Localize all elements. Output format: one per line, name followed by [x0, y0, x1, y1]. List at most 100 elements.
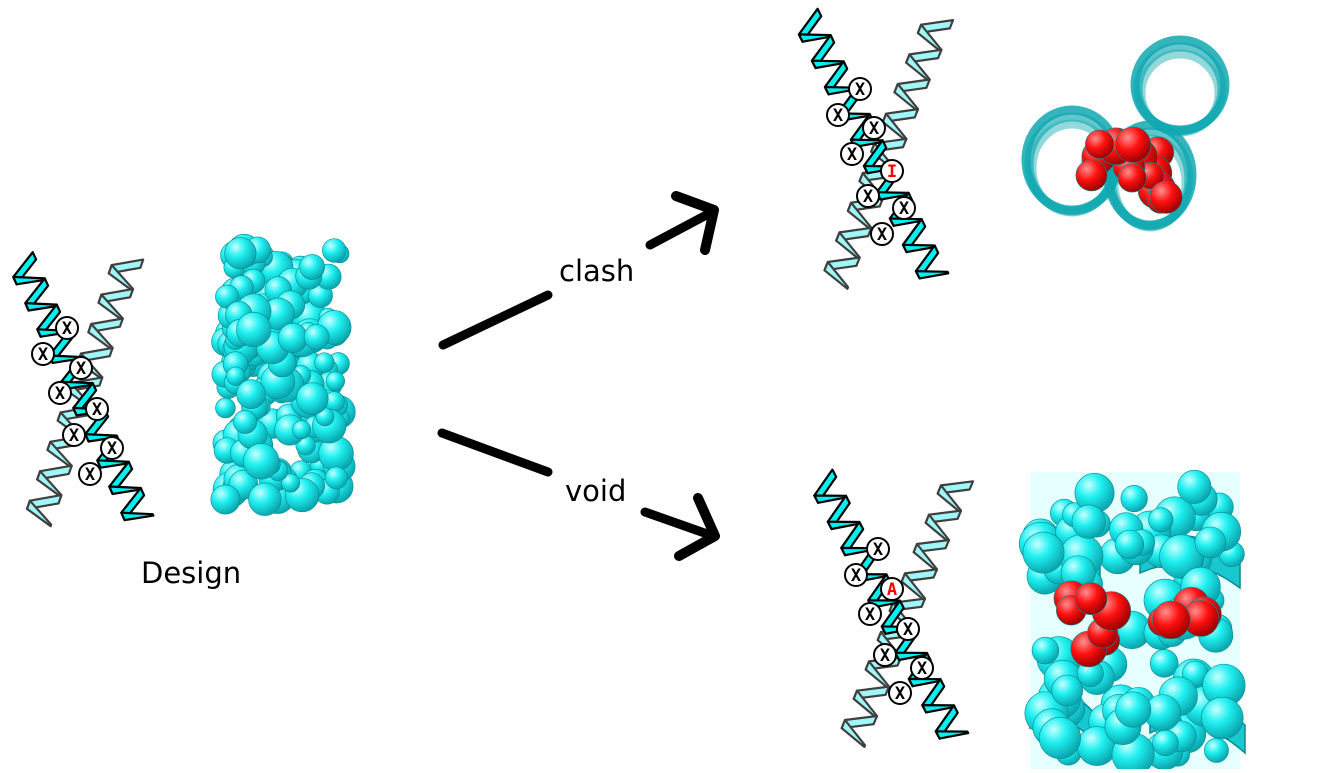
design-atom-sphere — [292, 420, 311, 440]
clash-position-marker: X — [870, 222, 894, 246]
design-position-marker: X — [69, 356, 93, 380]
clash-position-marker: X — [826, 103, 850, 127]
sphere-layer — [210, 35, 1246, 773]
clash-position-marker: X — [892, 196, 916, 220]
svg-text:A: A — [887, 580, 897, 600]
clash-position-marker: X — [840, 142, 864, 166]
design-atom-sphere — [236, 311, 272, 348]
void-atom-sphere — [1152, 729, 1179, 757]
design-atom-sphere — [325, 371, 345, 391]
svg-text:X: X — [107, 439, 118, 459]
void-atom-sphere — [1149, 649, 1179, 678]
helix-ribbon-segment — [120, 511, 155, 522]
clash-red-atom — [1117, 163, 1147, 193]
design-atom-sphere — [215, 397, 236, 419]
design-atom-sphere — [299, 254, 325, 280]
clash-red-atom — [1149, 180, 1183, 214]
svg-text:X: X — [62, 319, 73, 339]
void-atom-sphere — [1201, 696, 1244, 740]
void-atom-sphere — [1051, 674, 1084, 707]
clash-mutation-marker: I — [880, 159, 904, 183]
void-position-marker: X — [858, 602, 882, 626]
design-atom-sphere — [322, 238, 347, 263]
void-atom-sphere — [1115, 691, 1152, 728]
design-atom-sphere — [226, 366, 246, 386]
svg-text:X: X — [865, 605, 876, 625]
svg-text:X: X — [895, 684, 906, 704]
design-atom-sphere — [233, 409, 258, 434]
svg-text:X: X — [863, 187, 874, 207]
void-atom-sphere — [1114, 529, 1145, 559]
void-position-marker: X — [844, 563, 868, 587]
void-arrow-shaft-lower — [640, 507, 718, 541]
design-atom-sphere — [243, 443, 280, 480]
design-position-marker: X — [48, 381, 72, 405]
design-position-marker: X — [85, 397, 109, 421]
void-arrow-shaft-upper — [437, 428, 553, 477]
void-atom-sphere — [1194, 526, 1227, 559]
void-mutation-marker: A — [880, 577, 904, 601]
svg-text:X: X — [855, 80, 866, 100]
design-label: Design — [141, 556, 242, 590]
design-atom-sphere — [303, 324, 330, 350]
svg-text:X: X — [55, 384, 66, 404]
void-atom-sphere — [1204, 738, 1229, 763]
void-atom-sphere — [1031, 636, 1060, 665]
design-atom-sphere — [210, 484, 241, 515]
void-atom-sphere — [1071, 504, 1106, 539]
void-atom-sphere — [1022, 531, 1065, 574]
helix-ribbon-segment — [934, 730, 970, 740]
helix-ribbon-segment — [823, 260, 850, 290]
design-position-marker: X — [78, 462, 102, 486]
void-position-marker: X — [888, 681, 912, 705]
void-position-marker: X — [896, 617, 920, 641]
svg-text:X: X — [899, 199, 910, 219]
clash-position-marker: X — [848, 77, 872, 101]
design-atom-sphere — [314, 352, 335, 373]
clash-position-marker: X — [862, 116, 886, 140]
svg-text:X: X — [76, 359, 87, 379]
svg-text:X: X — [880, 646, 891, 666]
void-atom-sphere — [1148, 507, 1174, 533]
clash-red-atom — [1075, 159, 1108, 192]
clash-arrow-shaft-lower — [438, 290, 553, 350]
helix-ribbon-segment — [840, 718, 867, 748]
design-atom-sphere — [277, 323, 308, 353]
design-position-marker: X — [100, 436, 124, 460]
design-position-marker: X — [31, 342, 55, 366]
clash-label: clash — [559, 254, 635, 288]
void-red-atom — [1074, 582, 1108, 615]
void-position-marker: X — [910, 656, 934, 680]
void-arrow-head — [674, 493, 720, 561]
svg-text:X: X — [877, 225, 888, 245]
svg-text:X: X — [69, 426, 80, 446]
svg-text:X: X — [851, 566, 862, 586]
void-label: void — [565, 474, 627, 508]
svg-text:X: X — [903, 620, 914, 640]
clash-arrow-head — [671, 191, 719, 255]
design-atom-sphere — [295, 382, 329, 415]
svg-text:I: I — [887, 162, 897, 182]
svg-text:X: X — [873, 540, 884, 560]
void-red-atom — [1152, 600, 1191, 640]
void-atom-sphere — [1120, 485, 1148, 513]
design-position-marker: X — [62, 423, 86, 447]
clash-red-atom — [1085, 129, 1115, 159]
void-atom-sphere — [1038, 716, 1081, 759]
design-position-marker: X — [55, 316, 79, 340]
svg-text:X: X — [847, 145, 858, 165]
clash-arrow-shaft-upper — [645, 207, 717, 250]
svg-text:X: X — [85, 465, 96, 485]
void-position-marker: X — [866, 537, 890, 561]
void-atom-sphere — [1177, 469, 1212, 504]
design-atom-sphere — [324, 466, 348, 490]
svg-text:X: X — [833, 106, 844, 126]
helix-ribbon-segment — [914, 270, 950, 280]
clash-red-atom — [1114, 126, 1152, 163]
clash-position-marker: X — [856, 184, 880, 208]
design-atom-sphere — [281, 473, 301, 493]
arrow-layer — [437, 191, 720, 561]
